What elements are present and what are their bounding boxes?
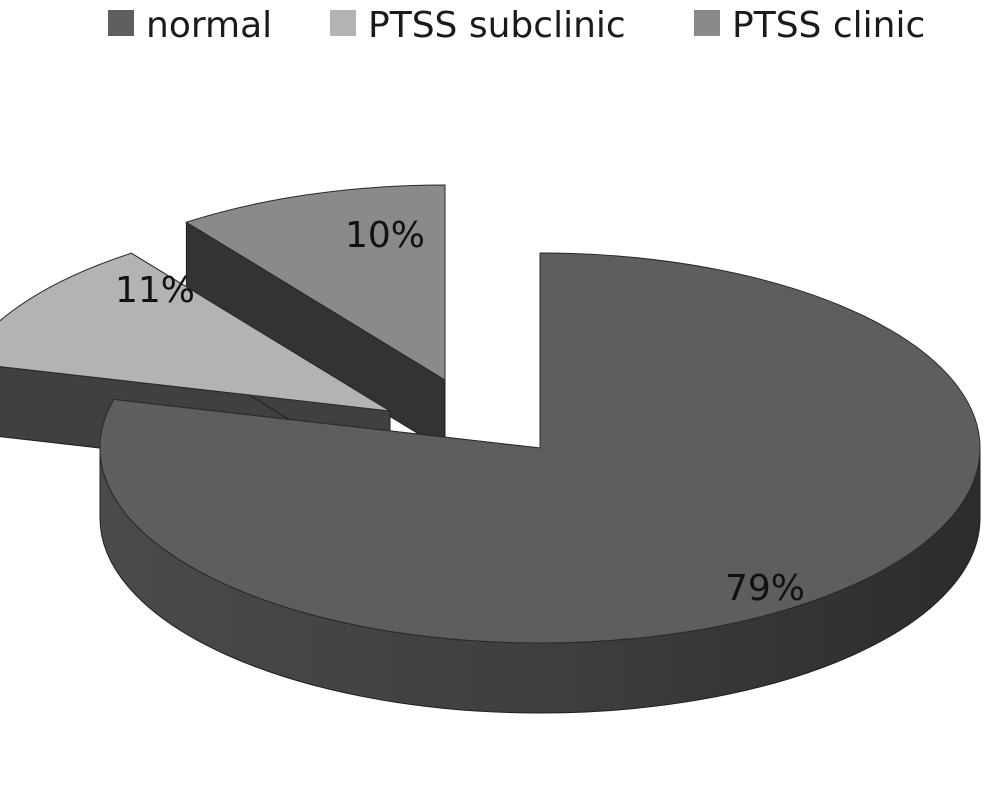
slice-ptss-clinic — [185, 184, 446, 451]
legend-item-ptss-clinic: PTSS clinic — [694, 5, 925, 46]
legend-label: normal — [146, 5, 272, 46]
slice-top — [185, 184, 446, 381]
slice-label-normal: 79% — [725, 568, 805, 609]
legend-item-normal: normal — [108, 5, 272, 46]
legend-swatch — [108, 10, 134, 36]
legend-item-ptss-subclinic: PTSS subclinic — [330, 5, 626, 46]
slice-label-ptss-clinic: 10% — [345, 215, 425, 256]
pie-slices — [0, 184, 981, 714]
slice-labels: 79% 11% 10% — [115, 215, 805, 609]
legend-label: PTSS subclinic — [368, 5, 626, 46]
slice-top — [0, 252, 391, 412]
legend: normal PTSS subclinic PTSS clinic — [108, 5, 925, 46]
legend-swatch — [694, 10, 720, 36]
legend-label: PTSS clinic — [732, 5, 925, 46]
slice-label-ptss-subclinic: 11% — [115, 270, 195, 311]
slice-normal — [99, 252, 981, 714]
slice-top — [99, 252, 981, 644]
legend-swatch — [330, 10, 356, 36]
